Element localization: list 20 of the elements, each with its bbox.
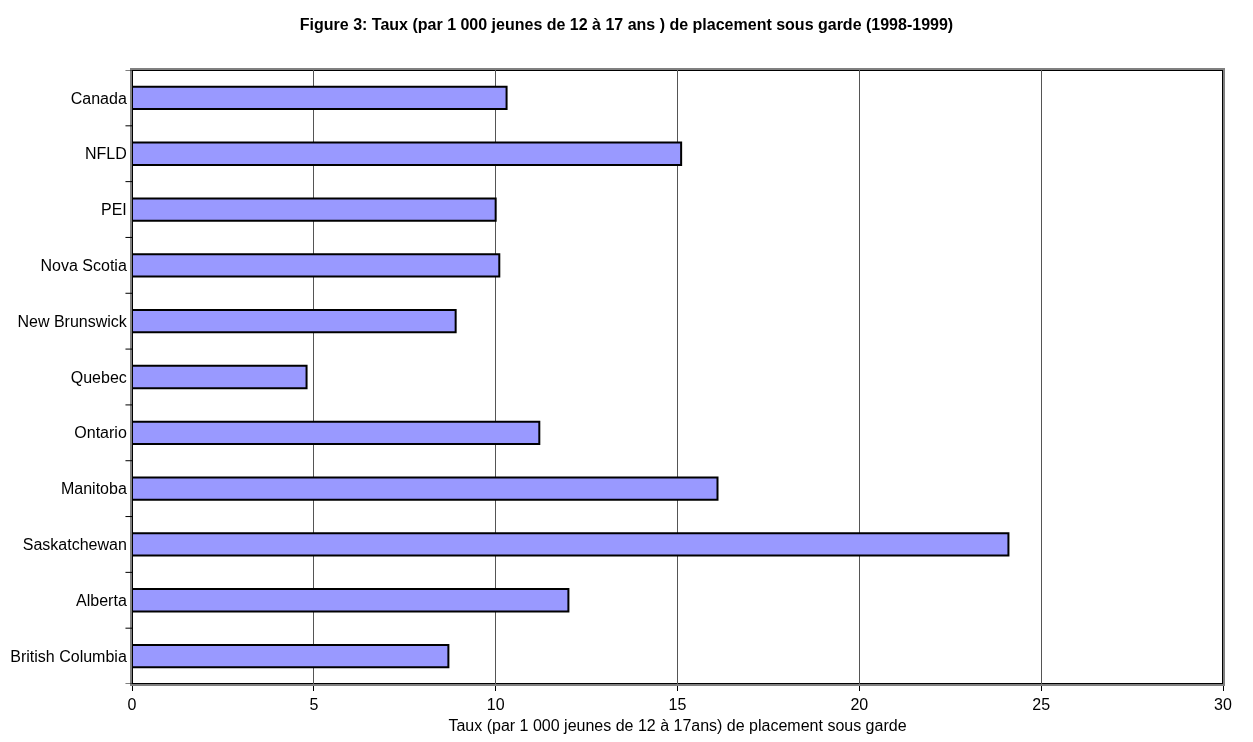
x-tick-label: 25 bbox=[1032, 696, 1051, 714]
x-tick-label: 5 bbox=[309, 696, 319, 714]
x-tick-label: 10 bbox=[486, 696, 505, 714]
y-tick-label: Manitoba bbox=[60, 480, 127, 498]
y-tick-label: New Brunswick bbox=[17, 312, 128, 330]
chart-title: Figure 3: Taux (par 1 000 jeunes de 12 à 17 ans ) de placement sous garde (1998-1999) bbox=[299, 15, 954, 33]
y-tick-label: NFLD bbox=[85, 145, 127, 163]
y-tick-label: Alberta bbox=[76, 591, 127, 609]
x-tick-label: 15 bbox=[668, 696, 687, 714]
y-tick-label: PEI bbox=[101, 201, 127, 219]
y-tick-label: Canada bbox=[70, 89, 127, 107]
y-tick-label: Nova Scotia bbox=[40, 256, 127, 274]
x-tick-label: 20 bbox=[850, 696, 869, 714]
x-axis-title: Taux (par 1 000 jeunes de 12 à 17ans) de placement sous garde bbox=[448, 717, 907, 735]
y-tick-label: Quebec bbox=[70, 368, 127, 386]
y-tick-label: British Columbia bbox=[10, 647, 127, 665]
x-tick-label: 30 bbox=[1214, 696, 1232, 714]
x-tick-label: 0 bbox=[127, 696, 137, 714]
y-tick-label: Saskatchewan bbox=[22, 536, 127, 554]
y-tick-label: Ontario bbox=[74, 424, 127, 442]
